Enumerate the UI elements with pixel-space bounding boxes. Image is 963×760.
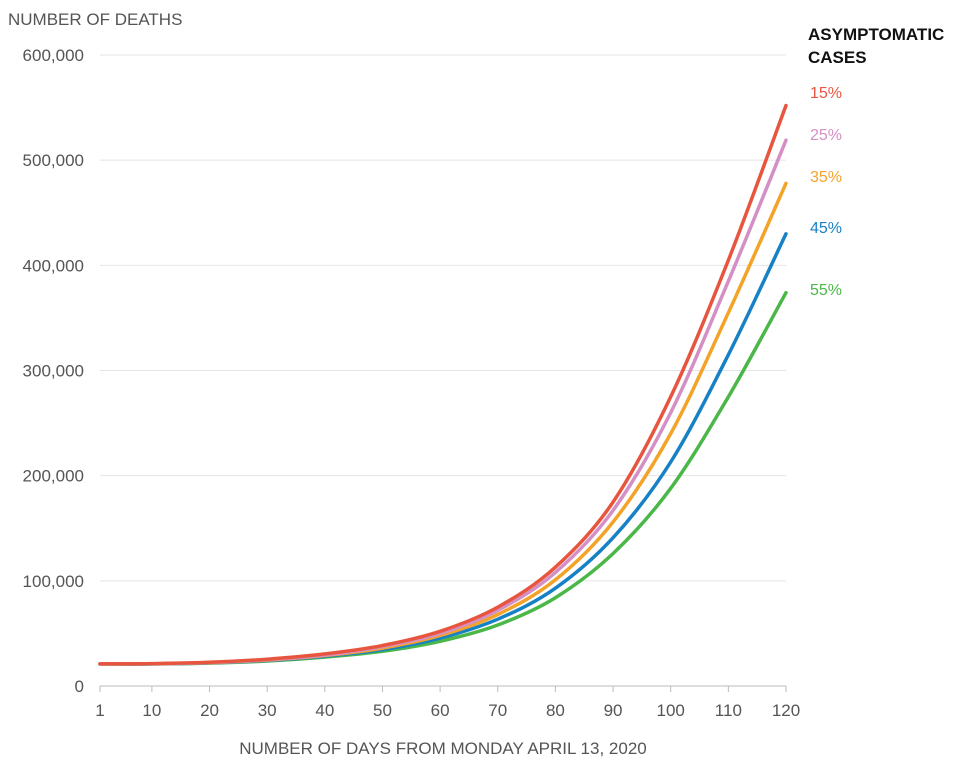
series-line	[98, 138, 788, 666]
legend: ASYMPTOMATIC CASES 15% 25% 35% 45% 55%	[808, 25, 944, 299]
legend-title: ASYMPTOMATIC CASES	[808, 25, 944, 67]
x-tick-label: 1	[95, 701, 104, 720]
x-tick-label: 40	[315, 701, 334, 720]
x-axis-title: NUMBER OF DAYS FROM MONDAY APRIL 13, 202…	[239, 739, 646, 758]
y-tick-label: 500,000	[23, 151, 84, 170]
legend-label: 35%	[810, 169, 842, 186]
legend-label: 45%	[810, 220, 842, 237]
y-tick-label: 300,000	[23, 362, 84, 381]
x-tick-label: 90	[604, 701, 623, 720]
x-tick-label: 100	[657, 701, 685, 720]
y-tick-label: 0	[75, 677, 84, 696]
series-line	[98, 232, 788, 666]
x-tick-label: 80	[546, 701, 565, 720]
series-line	[98, 290, 788, 666]
legend-label: 55%	[810, 282, 842, 299]
y-axis-ticks: 0 100,000 200,000 300,000 400,000 500,000 600,…	[23, 46, 84, 696]
y-tick-label: 200,000	[23, 467, 84, 486]
legend-label: 25%	[810, 127, 842, 144]
y-tick-label: 600,000	[23, 46, 84, 65]
x-tick-label: 50	[373, 701, 392, 720]
x-tick-label: 10	[142, 701, 161, 720]
legend-label: 15%	[810, 85, 842, 102]
x-tick-label: 20	[200, 701, 219, 720]
x-tick-label: 120	[772, 701, 800, 720]
x-tick-label: 30	[258, 701, 277, 720]
gridlines	[100, 54, 786, 687]
series-lines	[98, 103, 788, 666]
x-tick-label: 110	[715, 701, 742, 720]
series-line	[98, 103, 788, 666]
x-axis-ticks: 1 10 20 30 40 50 60 70 80 90 100 110 120	[95, 686, 800, 720]
series-line	[98, 181, 788, 666]
y-tick-label: 400,000	[23, 256, 84, 275]
x-tick-label: 60	[431, 701, 450, 720]
y-tick-label: 100,000	[23, 572, 84, 591]
y-axis-title: NUMBER OF DEATHS	[8, 10, 182, 29]
x-tick-label: 70	[488, 701, 507, 720]
